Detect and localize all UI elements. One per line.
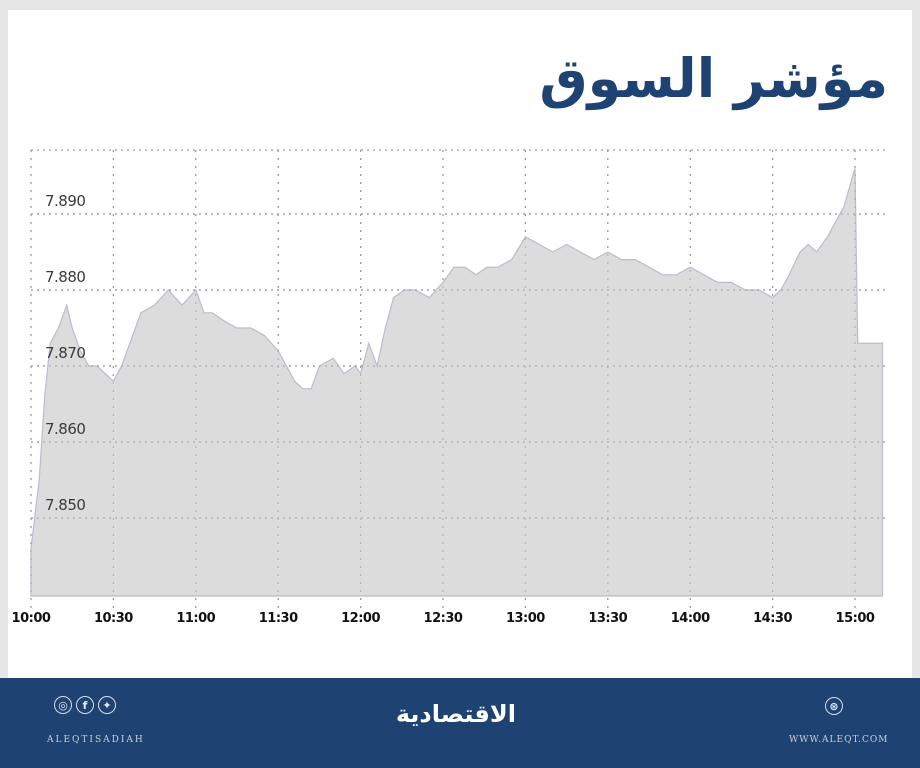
x-tick-label: 13:00 [506, 611, 545, 626]
website-link[interactable]: WWW.ALEQT.COM [789, 735, 889, 745]
publication-logo: الاقتصادية [395, 700, 516, 728]
y-tick-label: 7.890 [45, 192, 85, 210]
x-axis-labels: 10:00 10:30 11:00 11:30 12:00 12:30 13:00 13:30… [12, 611, 876, 626]
index-area [30, 168, 884, 597]
y-axis-labels: 7.850 7.860 7.870 7.880 7.890 [45, 192, 86, 514]
x-tick-label: 14:00 [671, 611, 710, 626]
globe-icon[interactable]: ⊛ [825, 697, 843, 715]
chart-grid-overlay [30, 150, 886, 608]
y-tick-label: 7.870 [45, 344, 85, 362]
x-tick-label: 11:00 [176, 611, 215, 626]
x-tick-label: 12:00 [341, 611, 380, 626]
market-index-chart: 7.850 7.860 7.870 7.880 7.890 10:00 10:30 11:0… [12, 149, 886, 626]
x-tick-label: 10:00 [12, 611, 51, 626]
y-tick-label: 7.880 [45, 268, 85, 286]
facebook-icon[interactable]: f [76, 696, 94, 714]
social-icons: ◎ f ✦ [54, 696, 116, 714]
x-tick-label: 12:30 [424, 611, 463, 626]
y-tick-label: 7.850 [45, 496, 85, 514]
instagram-icon[interactable]: ◎ [54, 696, 72, 714]
footer-bar: ◎ f ✦ ALEQTISADIAH الاقتصادية ⊛ WWW.ALEQ… [0, 678, 920, 768]
x-tick-label: 14:30 [753, 611, 792, 626]
twitter-icon[interactable]: ✦ [98, 696, 116, 714]
x-tick-label: 10:30 [94, 611, 133, 626]
x-tick-label: 13:30 [588, 611, 627, 626]
page-title: مؤشر السوق [539, 47, 889, 110]
social-handle: ALEQTISADIAH [47, 735, 145, 745]
x-tick-label: 15:00 [836, 611, 875, 626]
y-tick-label: 7.860 [45, 420, 85, 438]
x-tick-label: 11:30 [259, 611, 298, 626]
